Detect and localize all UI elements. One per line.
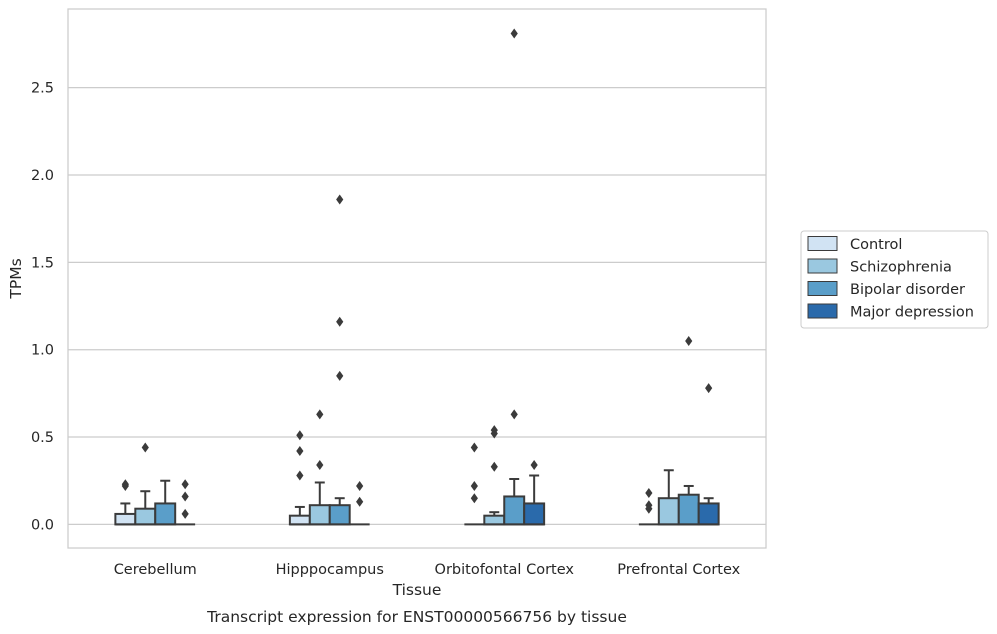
box-group (328, 194, 351, 526)
outlier-point (336, 370, 344, 381)
outlier-point (296, 446, 304, 457)
legend-frame (800, 230, 989, 329)
legend-swatch (807, 303, 838, 319)
box (114, 512, 137, 526)
plot-frame (67, 8, 767, 549)
outlier-point (356, 480, 364, 491)
legend-swatch (807, 281, 838, 296)
outlier-point (645, 487, 653, 498)
outlier-point (296, 430, 304, 441)
outlier-point (296, 470, 304, 481)
outlier-point (316, 460, 324, 471)
legend-label: Control (850, 237, 902, 253)
y-axis-label: TPMs (7, 258, 25, 299)
box (677, 493, 700, 526)
box-group (657, 469, 680, 526)
outlier-point (685, 335, 693, 346)
box (134, 507, 157, 526)
legend-swatch (807, 236, 838, 251)
outlier-point (181, 479, 189, 490)
x-tick-label: Orbitofontal Cortex (435, 562, 575, 578)
box-group (464, 442, 485, 526)
outlier-point (121, 479, 129, 490)
box (154, 502, 177, 526)
box-group (154, 479, 177, 526)
grid-lines (68, 86, 766, 526)
box-group (697, 383, 720, 526)
box (697, 502, 720, 526)
y-tick-label: 0.0 (31, 517, 54, 533)
legend-label: Schizophrenia (850, 260, 952, 276)
box-group (134, 442, 157, 526)
box-group (523, 460, 546, 526)
outlier-point (510, 28, 518, 39)
y-tick-label: 1.5 (31, 255, 54, 271)
box (657, 497, 680, 526)
box-group (483, 425, 506, 526)
box-group (114, 479, 137, 526)
legend-label: Major depression (850, 305, 974, 321)
outlier-point (510, 409, 518, 420)
outlier-point (705, 383, 713, 394)
outlier-point (470, 442, 478, 453)
outlier-point (316, 409, 324, 420)
box (288, 514, 311, 526)
box (308, 504, 331, 526)
outlier-point (490, 425, 498, 436)
outlier-point (530, 460, 538, 471)
outlier-point (645, 500, 653, 511)
box-group (175, 479, 196, 526)
box-group (638, 487, 659, 526)
outlier-point (181, 491, 189, 502)
outlier-point (490, 461, 498, 472)
box (328, 504, 351, 526)
box (503, 495, 526, 526)
legend-swatch (807, 258, 838, 274)
box (483, 514, 506, 526)
y-tick-label: 0.5 (31, 430, 54, 446)
legend: Control Schizophrenia Bipolar disorder Majo… (800, 230, 989, 329)
y-tick-label: 2.5 (31, 81, 54, 97)
outlier-point (356, 496, 364, 507)
box-group (349, 480, 370, 526)
box-group (503, 28, 526, 526)
box-group (677, 335, 700, 526)
x-tick-labels: Cerebellum Hipppocampus Orbitofontal Corte… (114, 562, 741, 578)
x-tick-label: Hipppocampus (276, 562, 384, 578)
outlier-point (141, 442, 149, 453)
y-tick-label: 1.0 (31, 343, 54, 359)
outlier-point (470, 493, 478, 504)
y-tick-label: 2.0 (31, 168, 54, 184)
x-tick-label: Prefrontal Cortex (617, 562, 740, 578)
x-axis-label: Tissue (392, 581, 442, 599)
y-tick-labels: 0.0 0.5 1.0 1.5 2.0 2.5 (31, 81, 54, 534)
outlier-point (470, 480, 478, 491)
box-group (288, 430, 311, 526)
outlier-point (336, 316, 344, 327)
x-tick-label: Cerebellum (114, 562, 197, 578)
box-group (308, 409, 331, 526)
chart-caption: Transcript expression for ENST0000056675… (206, 608, 627, 626)
box (523, 502, 546, 526)
legend-label: Bipolar disorder (850, 282, 965, 298)
outlier-point (336, 194, 344, 205)
box-layer (114, 28, 720, 526)
outlier-point (181, 508, 189, 519)
